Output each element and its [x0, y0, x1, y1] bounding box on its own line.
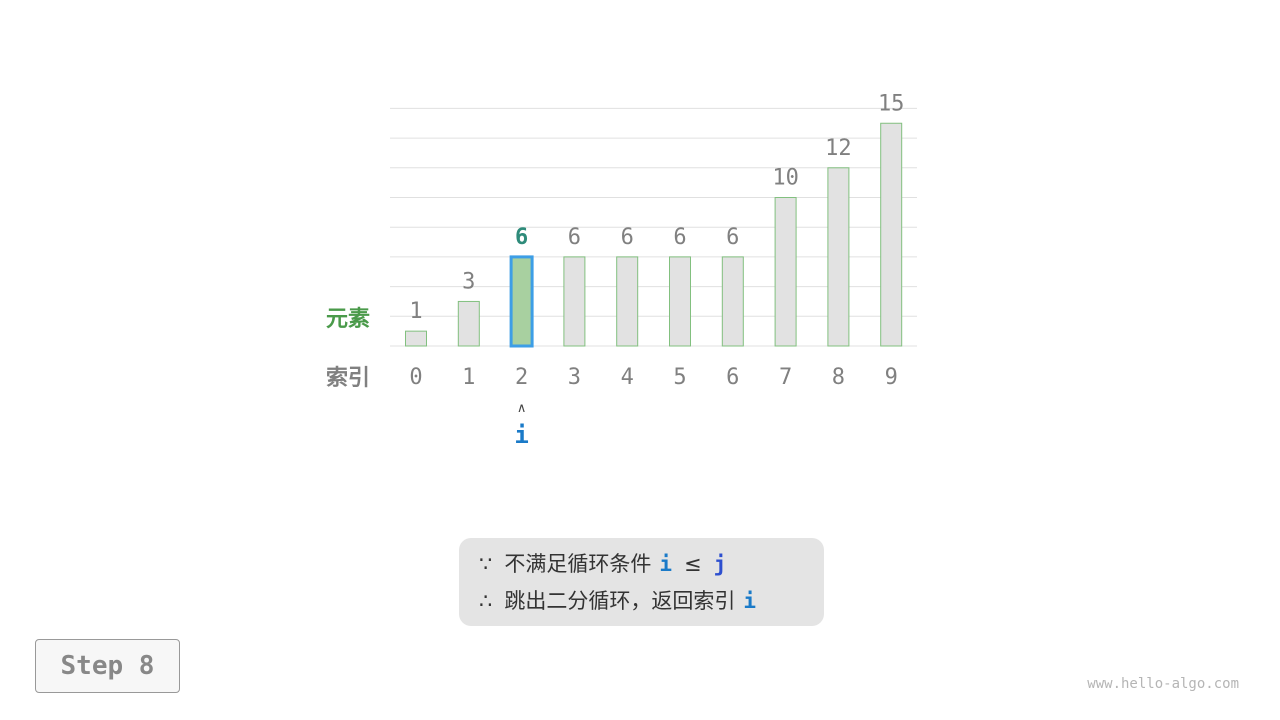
index-row-label: 索引 [326, 366, 371, 391]
index-label-7: 7 [779, 365, 792, 390]
bar-3 [563, 256, 586, 347]
result-text: 跳出二分循环，返回索引 [504, 589, 736, 613]
bar-2 [509, 255, 534, 348]
index-label-4: 4 [621, 365, 634, 390]
bar-0 [405, 330, 427, 347]
condition-line: ∵ 不满足循环条件 i ≤ j [479, 548, 734, 578]
therefore-symbol: ∴ [479, 589, 493, 613]
value-label-4: 6 [621, 225, 634, 250]
index-label-3: 3 [568, 365, 581, 390]
value-label-3: 6 [568, 225, 581, 250]
value-label-7: 10 [772, 166, 799, 191]
pointer-i-label: i [514, 421, 528, 449]
index-label-1: 1 [462, 365, 475, 390]
index-label-5: 5 [673, 365, 686, 390]
result-line: ∴ 跳出二分循环，返回索引 i [479, 585, 764, 615]
var-i: i [743, 589, 757, 613]
value-label-8: 12 [825, 136, 852, 161]
var-j: j [713, 552, 727, 576]
leq-operator: ≤ [684, 552, 702, 576]
bar-8 [827, 167, 850, 347]
bar-1 [457, 300, 480, 347]
bar-5 [669, 256, 691, 347]
pointer-arrow-icon: ∧ [517, 401, 527, 416]
step-indicator: Step 8 [35, 639, 180, 693]
value-label-6: 6 [726, 225, 739, 250]
value-label-2: 6 [515, 225, 528, 250]
index-label-2: 2 [515, 365, 528, 390]
explanation-box: ∵ 不满足循环条件 i ≤ j ∴ 跳出二分循环，返回索引 i [459, 538, 824, 626]
value-label-9: 15 [878, 91, 905, 116]
index-label-0: 0 [409, 365, 422, 390]
element-row-label: 元素 [326, 307, 371, 332]
index-label-6: 6 [726, 365, 739, 390]
value-label-1: 3 [462, 269, 475, 294]
bar-4 [616, 256, 639, 347]
value-label-5: 6 [673, 225, 686, 250]
index-label-9: 9 [885, 365, 898, 390]
because-symbol: ∵ [479, 552, 493, 576]
bar-6 [721, 256, 744, 347]
watermark: www.hello-algo.com [1087, 676, 1239, 692]
bar-9 [880, 122, 903, 347]
condition-text: 不满足循环条件 [504, 552, 652, 576]
var-i: i [659, 552, 673, 576]
index-label-8: 8 [832, 365, 845, 390]
value-label-0: 1 [409, 299, 422, 324]
bar-7 [774, 197, 797, 347]
